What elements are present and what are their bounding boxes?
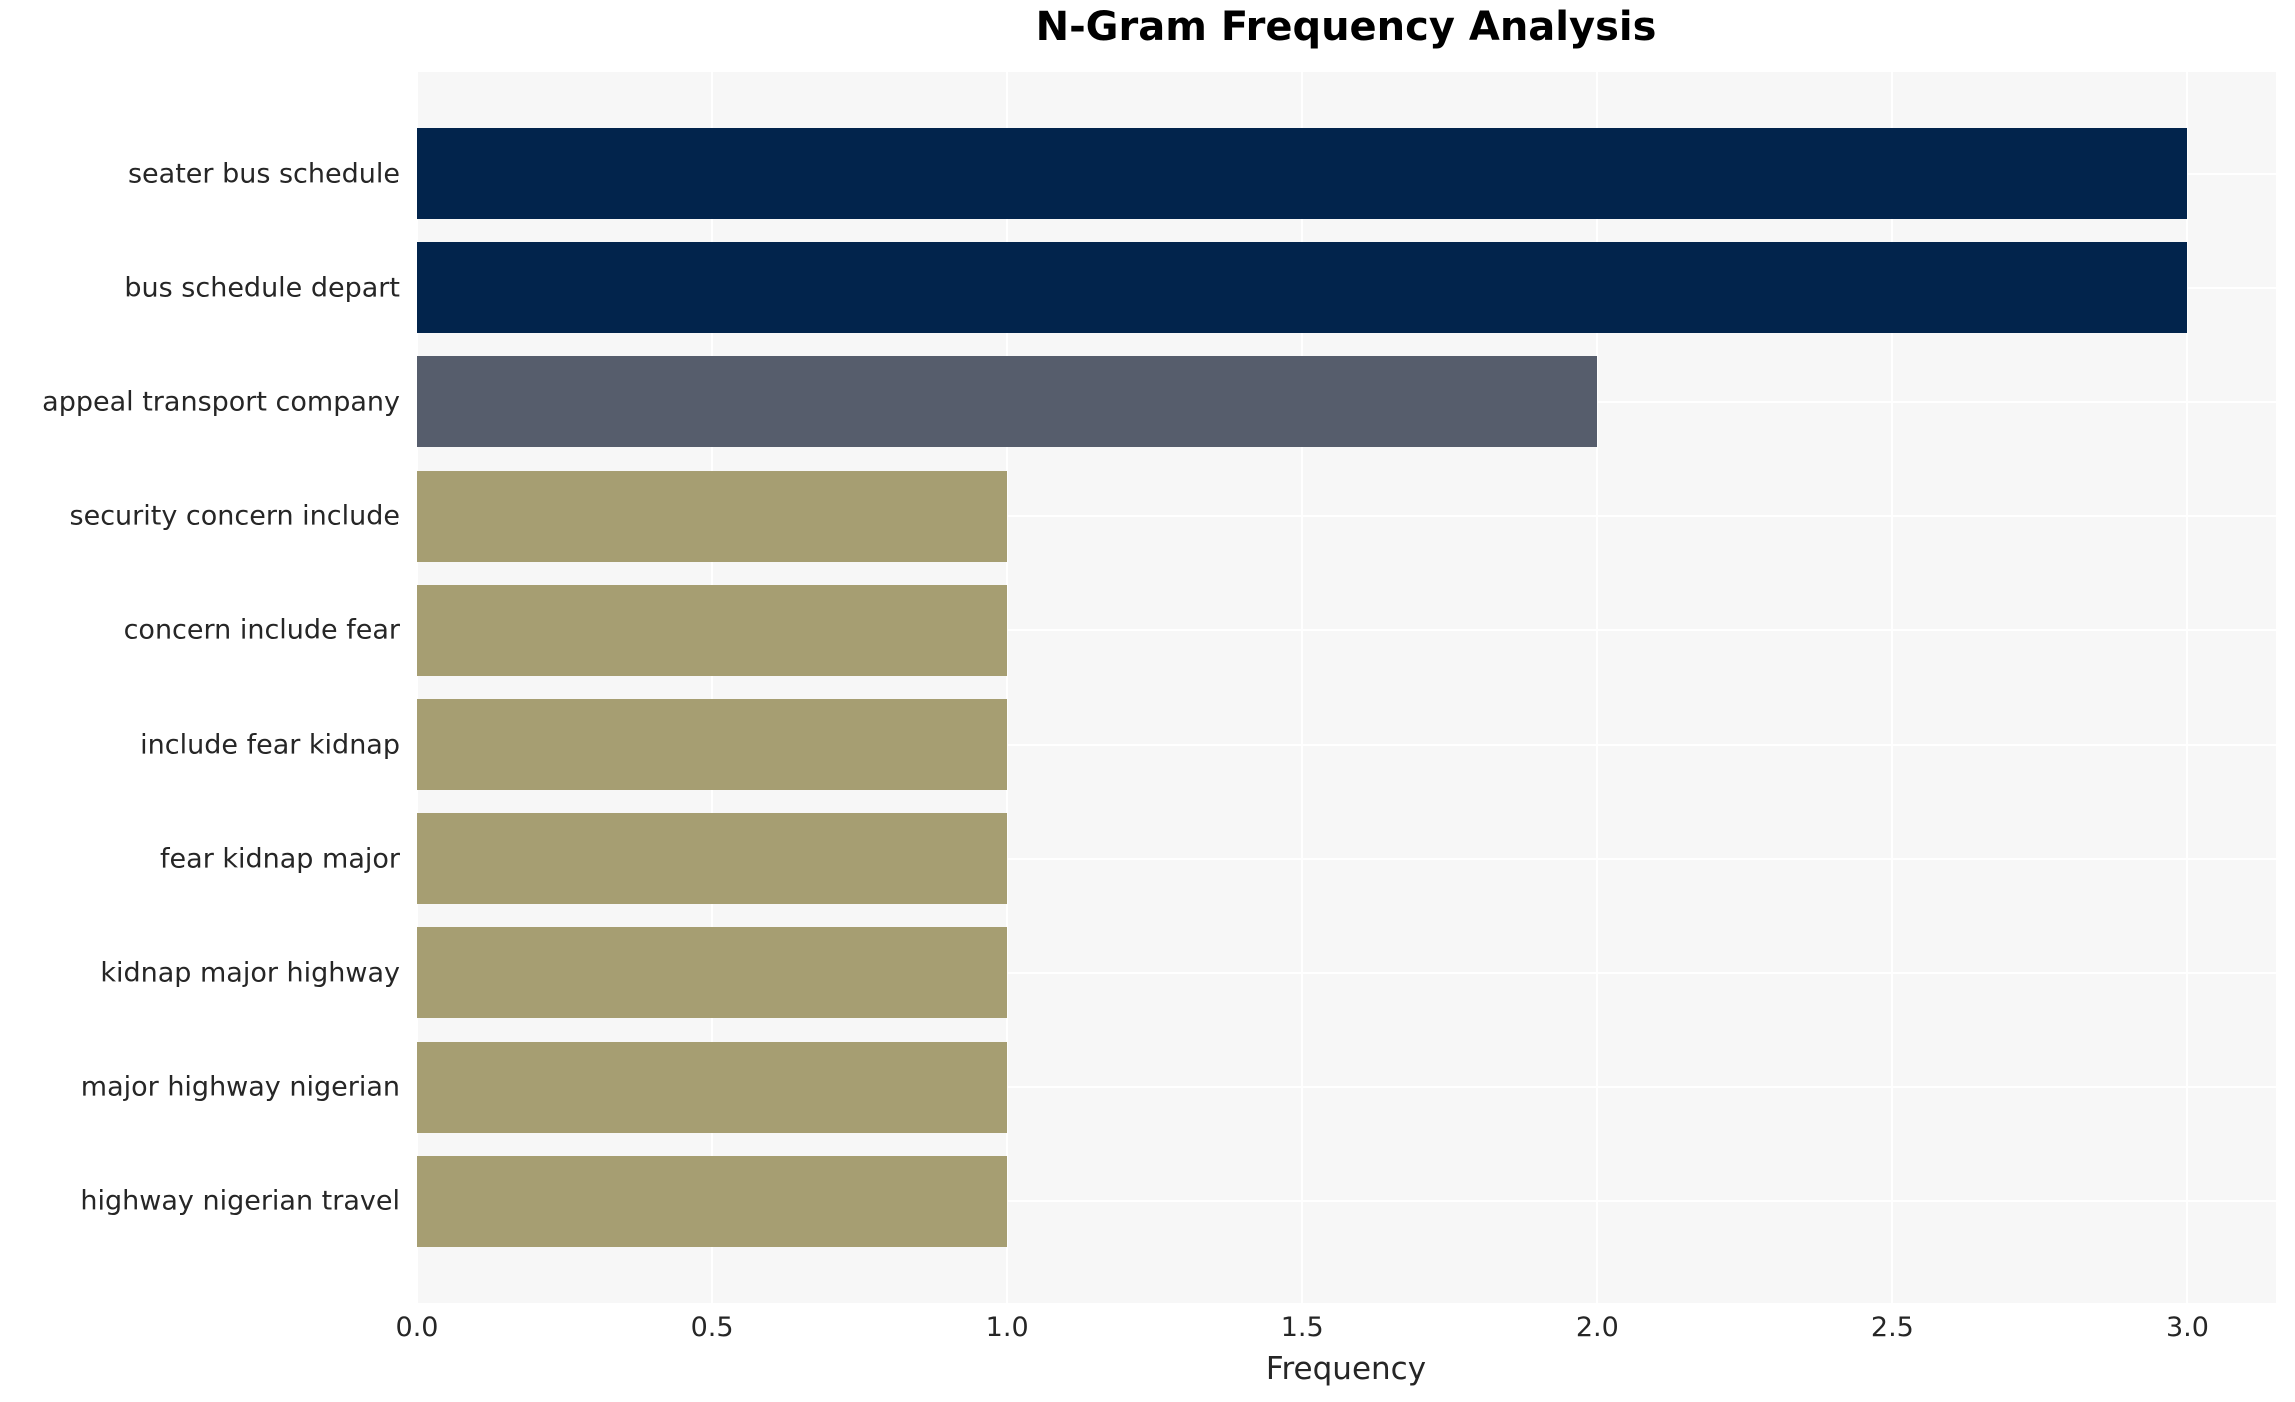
bar (417, 699, 1008, 790)
y-tick-label: appeal transport company (42, 386, 400, 418)
bar (417, 356, 1598, 448)
y-tick-label: seater bus schedule (127, 158, 400, 189)
y-tick-label: major highway nigerian (80, 1071, 400, 1103)
gridline-vertical (711, 72, 714, 1303)
bar (417, 128, 2188, 219)
bar (417, 1041, 1008, 1133)
y-tick-label: concern include fear (123, 614, 400, 646)
gridline-horizontal (417, 1086, 2276, 1089)
x-axis-label: Frequency (1265, 1351, 1427, 1387)
bar (417, 242, 2188, 334)
bar (417, 470, 1008, 562)
x-tick-label: 1.5 (1280, 1312, 1324, 1343)
gridline-horizontal (417, 857, 2276, 860)
gridline-horizontal (417, 515, 2276, 518)
x-tick-label: 1.0 (985, 1312, 1029, 1343)
plot-area (416, 72, 2276, 1303)
gridline-vertical (1301, 72, 1304, 1303)
bar (417, 1155, 1008, 1247)
chart-title: N-Gram Frequency Analysis (1035, 4, 1657, 50)
x-tick-label: 0.0 (395, 1312, 439, 1343)
gridline-vertical (1596, 72, 1599, 1303)
gridline-horizontal (417, 1200, 2276, 1203)
bar (417, 813, 1008, 905)
y-tick-label: security concern include (69, 500, 400, 532)
y-tick-label: kidnap major highway (100, 957, 400, 989)
y-tick-label: bus schedule depart (124, 272, 400, 304)
bar (417, 927, 1008, 1019)
gridline-horizontal (417, 629, 2276, 632)
gridline-vertical (1891, 72, 1894, 1303)
x-tick-label: 3.0 (2165, 1312, 2209, 1343)
y-tick-label: highway nigerian travel (80, 1185, 400, 1217)
x-tick-label: 0.5 (690, 1312, 734, 1343)
x-tick-label: 2.5 (1870, 1312, 1914, 1343)
gridline-horizontal (417, 743, 2276, 746)
x-tick-label: 2.0 (1575, 1312, 1619, 1343)
y-tick-label: fear kidnap major (160, 843, 400, 875)
gridline-horizontal (417, 971, 2276, 974)
gridline-vertical (1006, 72, 1009, 1303)
bar (417, 584, 1008, 676)
gridline-vertical (416, 72, 418, 1303)
y-tick-label: include fear kidnap (140, 729, 400, 760)
gridline-vertical (2186, 72, 2189, 1303)
